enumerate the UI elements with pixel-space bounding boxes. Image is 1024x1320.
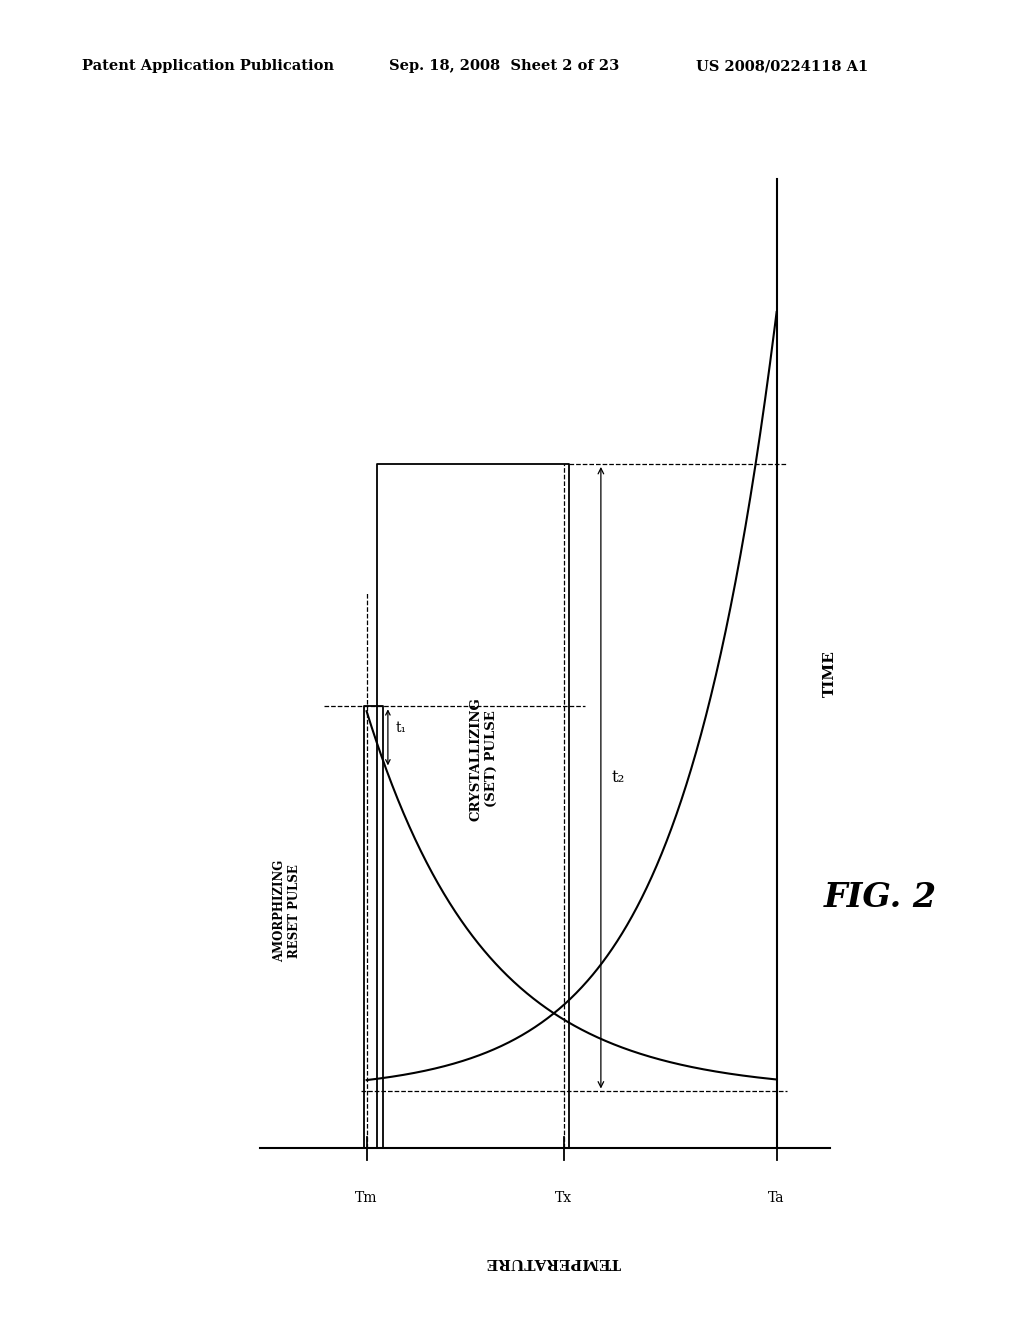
- Text: FIG. 2: FIG. 2: [824, 882, 937, 913]
- Text: t₁: t₁: [396, 721, 407, 735]
- Text: TEMPERATURE: TEMPERATURE: [485, 1255, 621, 1270]
- Text: t₂: t₂: [611, 770, 625, 787]
- Text: AMORPHIZING
RESET PULSE: AMORPHIZING RESET PULSE: [272, 859, 301, 962]
- Text: Ta: Ta: [768, 1191, 784, 1205]
- Text: CRYSTALLIZING
(SET) PULSE: CRYSTALLIZING (SET) PULSE: [470, 697, 498, 821]
- Text: TIME: TIME: [823, 649, 837, 697]
- Text: Patent Application Publication: Patent Application Publication: [82, 59, 334, 74]
- Text: Tx: Tx: [555, 1191, 572, 1205]
- Text: Sep. 18, 2008  Sheet 2 of 23: Sep. 18, 2008 Sheet 2 of 23: [389, 59, 620, 74]
- Text: Tm: Tm: [355, 1191, 378, 1205]
- Text: US 2008/0224118 A1: US 2008/0224118 A1: [696, 59, 868, 74]
